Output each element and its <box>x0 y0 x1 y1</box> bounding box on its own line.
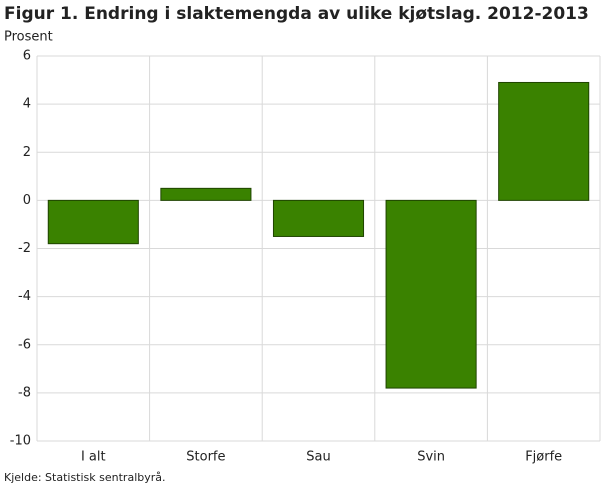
y-tick-label: -4 <box>18 289 31 304</box>
bar <box>160 187 252 201</box>
x-tick-label: Fjørfe <box>525 450 562 465</box>
x-tick-label: Sau <box>306 450 330 465</box>
bar <box>385 199 477 389</box>
y-tick-label: -8 <box>18 385 31 400</box>
y-tick-label: 2 <box>23 145 31 160</box>
x-tick-label: I alt <box>81 450 106 465</box>
bar <box>47 199 139 245</box>
y-axis-label: Prosent <box>4 30 53 45</box>
x-tick-label: Storfe <box>186 450 225 465</box>
y-tick-label: -6 <box>18 337 31 352</box>
bar <box>498 81 590 201</box>
y-tick-label: 6 <box>23 49 31 64</box>
y-tick-label: 0 <box>23 193 31 208</box>
x-tick-label: Svin <box>417 450 445 465</box>
chart-title: Figur 1. Endring i slaktemengda av ulike… <box>4 4 589 24</box>
source: Kjelde: Statistisk sentralbyrå. <box>4 471 166 484</box>
bar <box>272 199 365 237</box>
y-tick-label: -2 <box>18 241 31 256</box>
y-tick-label: -10 <box>10 434 31 449</box>
y-tick-label: 4 <box>23 97 31 112</box>
